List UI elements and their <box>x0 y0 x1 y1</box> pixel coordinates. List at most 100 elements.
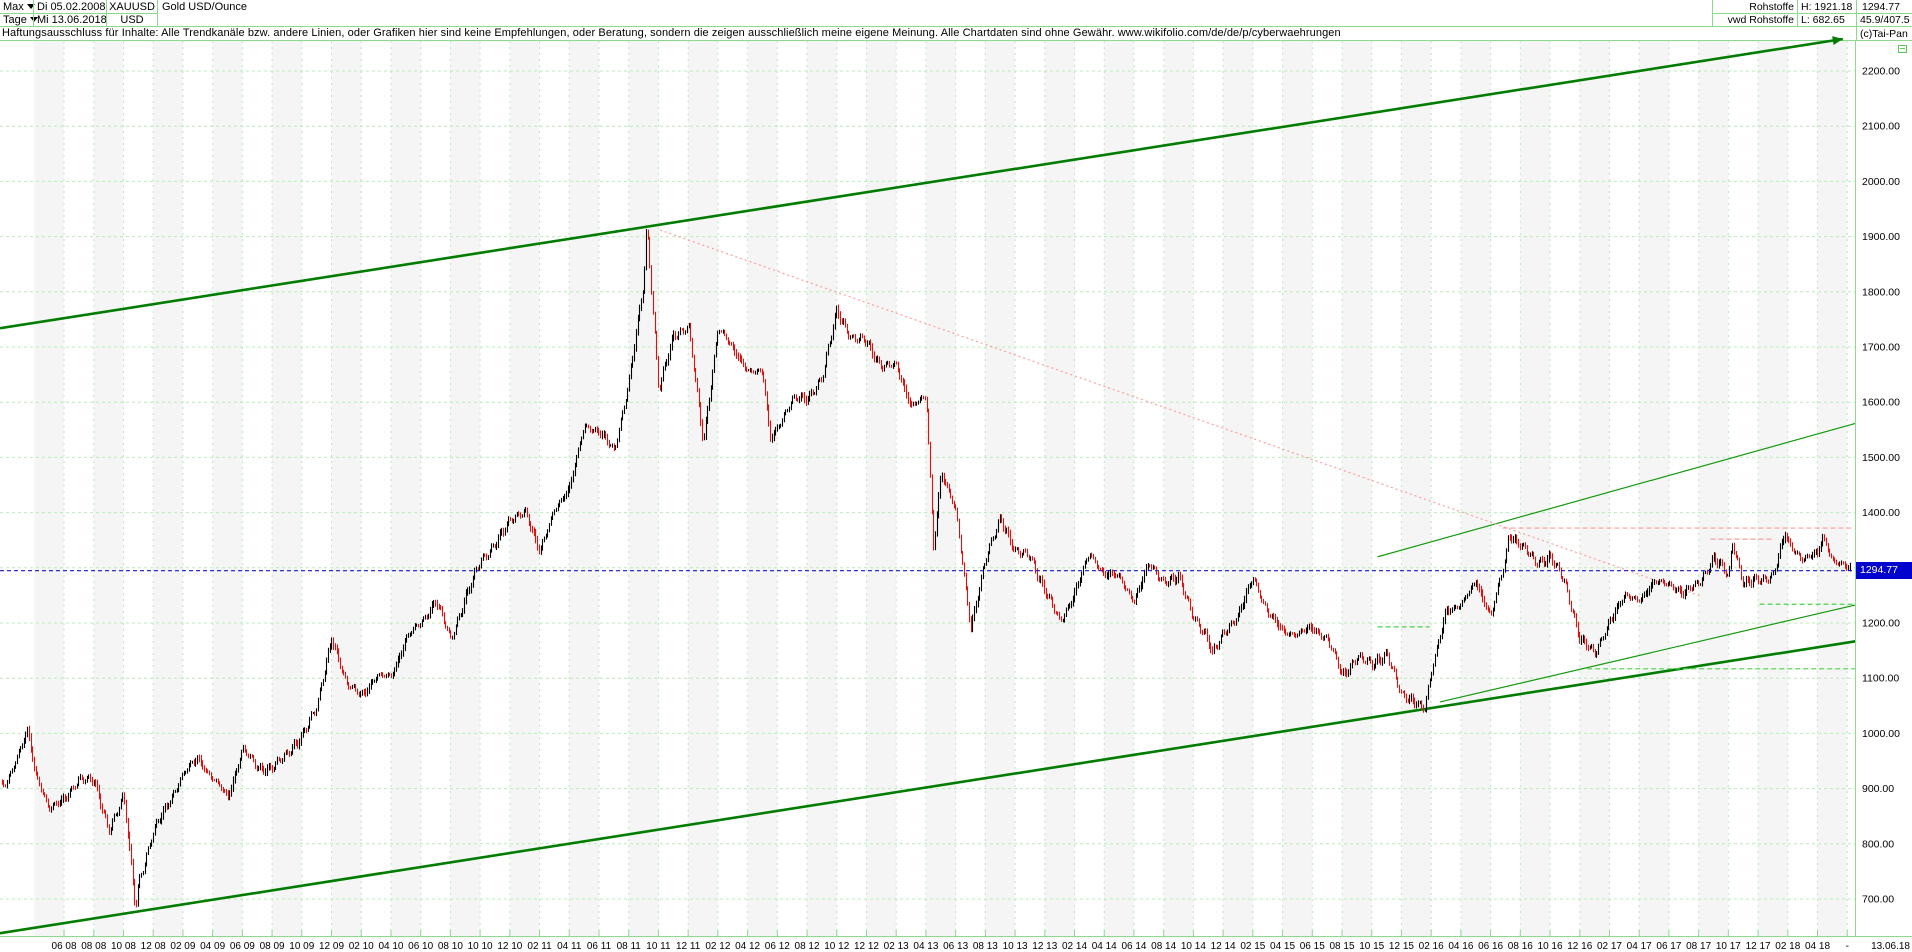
x-axis-label: 02 15 <box>1240 941 1265 952</box>
period-low: L: 682.65 <box>1801 14 1845 26</box>
x-axis-label: 12 09 <box>319 941 344 952</box>
x-axis-label: 04 09 <box>200 941 225 952</box>
disclaimer-text: Haftungsausschluss für Inhalte: Alle Tre… <box>2 27 1341 39</box>
x-axis-label: 08 15 <box>1329 941 1354 952</box>
x-axis-label: 02 11 <box>527 941 552 952</box>
x-axis-label: 02 12 <box>705 941 730 952</box>
x-axis-label: 02 10 <box>349 941 374 952</box>
x-axis-label: 12 15 <box>1389 941 1414 952</box>
y-axis-label: 1400.00 <box>1862 507 1900 519</box>
range-dropdown[interactable]: Max <box>3 1 35 13</box>
x-axis-label: 02 17 <box>1597 941 1622 952</box>
y-axis-label: 1600.00 <box>1862 397 1900 409</box>
period-high: H: 1921.18 <box>1801 1 1853 13</box>
x-axis-label: 10 09 <box>289 941 314 952</box>
x-axis-label: 08 16 <box>1508 941 1533 952</box>
x-axis-label: 12 11 <box>676 941 701 952</box>
x-axis-label: 02 16 <box>1419 941 1444 952</box>
x-axis-end-dash: - <box>1846 941 1849 952</box>
support-line-upper <box>1377 422 1857 558</box>
stats-value: 45.9/407.5 <box>1860 14 1910 26</box>
x-axis-label: 10 10 <box>468 941 493 952</box>
x-axis-label: 06 11 <box>587 941 612 952</box>
feed-provider: vwd Rohstoffe <box>1727 14 1794 26</box>
price-bars-down <box>1 229 1848 908</box>
y-axis-label: 1800.00 <box>1862 286 1900 298</box>
x-axis-label: 12 08 <box>141 941 166 952</box>
header-divider <box>0 13 157 14</box>
x-axis-label: 04 16 <box>1448 941 1473 952</box>
x-axis-label: 06 15 <box>1300 941 1325 952</box>
x-axis-label: 04 13 <box>913 941 938 952</box>
trend-arrowhead-icon <box>1832 36 1843 45</box>
x-axis-label: 08 11 <box>617 941 642 952</box>
feed-name: Rohstoffe <box>1749 1 1794 13</box>
header-divider <box>0 26 1912 27</box>
x-axis-label: 10 14 <box>1181 941 1206 952</box>
upper-trend-channel-line <box>0 37 1843 330</box>
y-axis-label: 700.00 <box>1862 894 1894 906</box>
x-axis-label: 12 16 <box>1567 941 1592 952</box>
x-axis-label: 02 18 <box>1775 941 1800 952</box>
header-divider <box>157 0 158 26</box>
x-axis-label: 08 10 <box>438 941 463 952</box>
x-axis-label: 10 08 <box>111 941 136 952</box>
instrument-title: Gold USD/Ounce <box>162 1 247 13</box>
x-axis-label: 08 13 <box>973 941 998 952</box>
header-divider <box>1856 0 1857 40</box>
x-axis-label: 04 14 <box>1092 941 1117 952</box>
x-axis-label: 08 14 <box>1151 941 1176 952</box>
y-axis-label: 1000.00 <box>1862 728 1900 740</box>
x-axis-label: 04 11 <box>557 941 582 952</box>
y-axis-label: 2200.00 <box>1862 66 1900 78</box>
symbol-label: XAUUSD <box>109 1 155 13</box>
x-axis-label: 10 16 <box>1538 941 1563 952</box>
x-axis-label: 10 13 <box>1003 941 1028 952</box>
x-axis-label: 12 14 <box>1211 941 1236 952</box>
y-axis-label: 800.00 <box>1862 838 1894 850</box>
x-axis-label: 06 16 <box>1478 941 1503 952</box>
x-axis-label: 10 11 <box>646 941 671 952</box>
y-axis-label: 1200.00 <box>1862 618 1900 630</box>
last-price-header: 1294.77 <box>1862 1 1900 13</box>
x-axis-label: 12 13 <box>1032 941 1057 952</box>
x-axis-label: 06 10 <box>408 941 433 952</box>
y-axis-label: 2000.00 <box>1862 176 1900 188</box>
x-axis-label: 08 09 <box>260 941 285 952</box>
x-axis-label: 12 10 <box>497 941 522 952</box>
interval-label: Tage <box>3 14 27 26</box>
x-axis-label: 02 09 <box>170 941 195 952</box>
x-axis-label: 08 12 <box>795 941 820 952</box>
y-axis-label: 1900.00 <box>1862 231 1900 243</box>
chart-top-border <box>0 40 1912 41</box>
lower-trend-channel-line <box>0 639 1857 935</box>
collapse-icon[interactable] <box>1898 45 1907 53</box>
price-bars-up <box>6 229 1852 907</box>
support-line-lower <box>1439 604 1857 703</box>
date-to: Mi 13.06.2018 <box>37 14 107 26</box>
x-axis-label: 06 13 <box>943 941 968 952</box>
y-axis-label: 1700.00 <box>1862 342 1900 354</box>
date-from: Di 05.02.2008 <box>37 1 106 13</box>
x-axis-label: 02 14 <box>1062 941 1087 952</box>
x-axis-label: 06 08 <box>52 941 77 952</box>
x-axis-label: 04 15 <box>1270 941 1295 952</box>
x-axis-label: 04 17 <box>1627 941 1652 952</box>
x-axis-label: 10 15 <box>1359 941 1384 952</box>
x-axis-end-date: 13.06.18 <box>1871 941 1910 952</box>
y-axis-label: 900.00 <box>1862 783 1894 795</box>
x-axis-label: 12 17 <box>1746 941 1771 952</box>
y-axis-label: 2100.00 <box>1862 121 1900 133</box>
x-axis-label: 06 17 <box>1656 941 1681 952</box>
chevron-down-icon <box>26 4 35 9</box>
y-axis-label: 1500.00 <box>1862 452 1900 464</box>
downtrend-line-from-2011-high <box>659 229 1701 597</box>
currency-label: USD <box>120 14 144 26</box>
x-axis-label: 04 10 <box>378 941 403 952</box>
x-axis-label: 10 17 <box>1716 941 1741 952</box>
x-axis-label: 08 17 <box>1686 941 1711 952</box>
x-axis-label: 06 09 <box>230 941 255 952</box>
current-price-tag: 1294.77 <box>1856 562 1912 579</box>
